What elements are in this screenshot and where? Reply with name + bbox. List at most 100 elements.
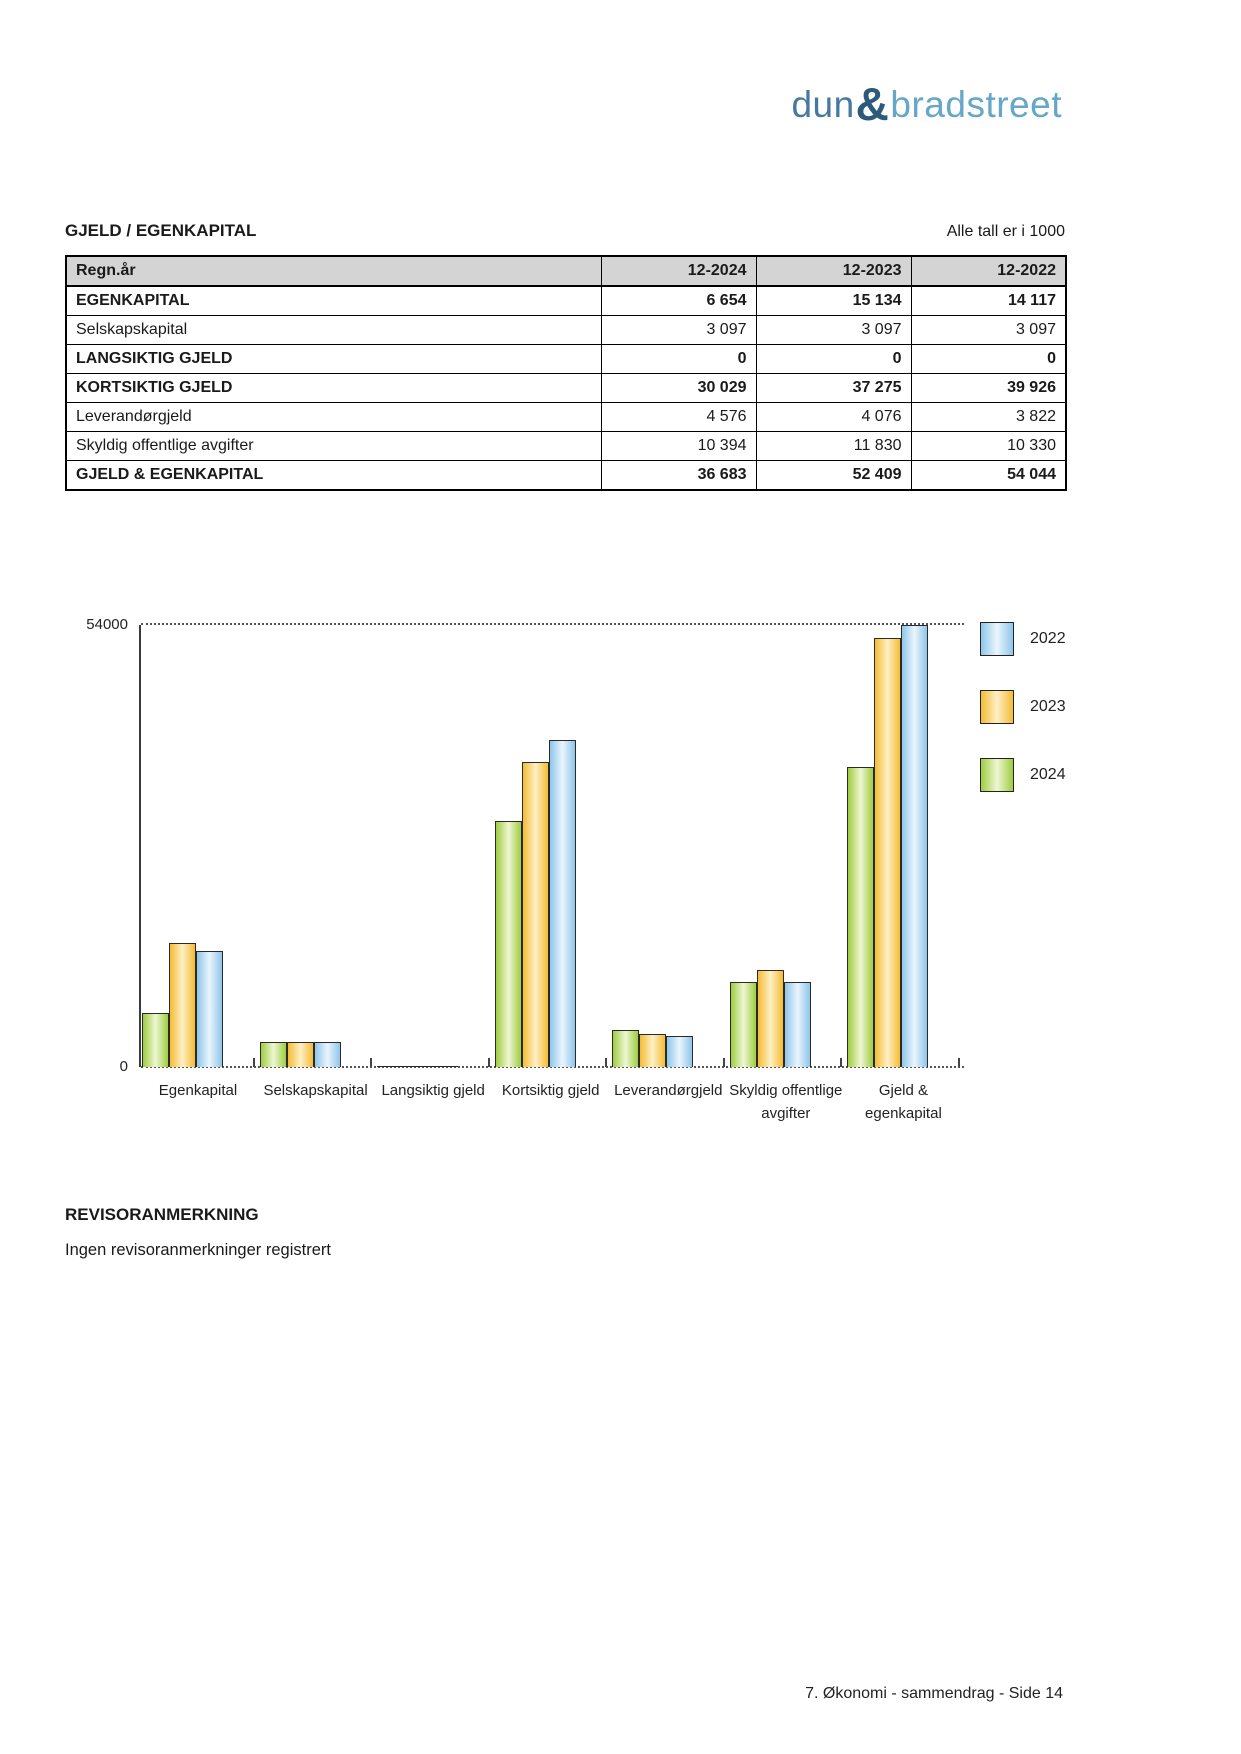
cell-value: 6 654 [600, 285, 757, 316]
bar-2022 [313, 1042, 341, 1067]
x-axis-tick [487, 1058, 490, 1067]
category-label: Langsiktig gjeld [381, 1082, 485, 1099]
balance-bar-chart: 54000 0 Egenkapital Selskapskapital Langsi… [0, 608, 1241, 1168]
cell-value: 4 576 [600, 402, 757, 432]
category-label: Kortsiktig gjeld [501, 1082, 600, 1099]
cell-value: 10 394 [600, 431, 757, 461]
table-row: KORTSIKTIG GJELD 30 029 37 275 39 926 [65, 373, 1067, 403]
balance-table: Regn.år 12-2024 12-2023 12-2022 EGENKAPI… [65, 255, 1067, 491]
col-header-2024: 12-2024 [600, 255, 757, 287]
row-label: Skyldig offentlige avgifter [65, 431, 602, 461]
bar-2023 [286, 1042, 314, 1067]
cell-value: 10 330 [910, 431, 1067, 461]
category-label: Leverandørgjeld [614, 1082, 723, 1099]
x-axis-tick [370, 1058, 373, 1067]
bar-2023 [639, 1034, 667, 1067]
cell-value: 3 097 [600, 315, 757, 345]
bar-2023 [404, 1066, 432, 1067]
cell-value: 36 683 [600, 460, 757, 491]
cell-value: 37 275 [755, 373, 912, 403]
bar-2023 [874, 638, 902, 1067]
cell-value: 15 134 [755, 285, 912, 316]
category-label: Skyldig offentlige avgifter [729, 1082, 843, 1122]
y-axis-max-label: 54000 [86, 616, 128, 633]
legend-label: 2022 [1030, 630, 1066, 647]
bar-2023 [169, 943, 196, 1067]
x-axis-tick [605, 1058, 608, 1067]
x-axis-tick [958, 1058, 960, 1067]
bar-2022 [431, 1066, 459, 1067]
cell-value: 30 029 [600, 373, 757, 403]
col-header-2023: 12-2023 [755, 255, 912, 287]
table-header-row: Regn.år 12-2024 12-2023 12-2022 [65, 255, 1067, 287]
legend-label: 2023 [1030, 698, 1066, 715]
category-label: Egenkapital [158, 1082, 238, 1099]
bar-2024 [847, 767, 875, 1067]
bar-2024 [142, 1013, 169, 1067]
table-body: EGENKAPITAL 6 654 15 134 14 117 Selskapskapi… [65, 285, 1067, 491]
col-header-2022: 12-2022 [910, 255, 1067, 287]
logo-text-bradstreet: bradstreet [890, 84, 1062, 125]
x-axis-baseline [141, 1066, 964, 1068]
bar-2024 [494, 821, 522, 1067]
row-label: EGENKAPITAL [65, 285, 602, 316]
legend-item-2022: 2022 [980, 622, 1066, 656]
cell-value: 14 117 [910, 285, 1067, 316]
cell-value: 54 044 [910, 460, 1067, 491]
revisor-body: Ingen revisoranmerkninger registrert [65, 1241, 331, 1259]
table-row: EGENKAPITAL 6 654 15 134 14 117 [65, 285, 1067, 316]
cell-value: 52 409 [755, 460, 912, 491]
page-footer: 7. Økonomi - sammendrag - Side 14 [805, 1685, 1063, 1702]
bar-2024 [729, 982, 757, 1067]
table-row: Skyldig offentlige avgifter 10 394 11 830 1… [65, 431, 1067, 461]
legend-item-2023: 2023 [980, 690, 1066, 724]
logo-text-dun: dun [791, 84, 855, 125]
cell-value: 0 [755, 344, 912, 374]
bar-2022 [666, 1036, 694, 1067]
cell-value: 3 097 [755, 315, 912, 345]
chart-plot [139, 623, 964, 1068]
cell-value: 3 822 [910, 402, 1067, 432]
bar-2024 [612, 1030, 640, 1067]
row-label: LANGSIKTIG GJELD [65, 344, 602, 374]
category-label: Selskapskapital [263, 1082, 368, 1099]
bar-2024 [377, 1066, 405, 1067]
section-title: GJELD / EGENKAPITAL [65, 221, 257, 240]
x-axis-tick [722, 1058, 725, 1067]
logo-ampersand-icon: & [855, 78, 890, 130]
gridline-54000 [141, 623, 964, 625]
legend-item-2024: 2024 [980, 758, 1066, 792]
cell-value: 0 [910, 344, 1067, 374]
revisor-heading: REVISORANMERKNING [65, 1205, 259, 1224]
table-row: Leverandørgjeld 4 576 4 076 3 822 [65, 402, 1067, 432]
bar-2024 [259, 1042, 287, 1067]
bar-2023 [756, 970, 784, 1067]
table-row: LANGSIKTIG GJELD 0 0 0 [65, 344, 1067, 374]
bar-2022 [783, 982, 811, 1067]
section-header: GJELD / EGENKAPITAL Alle tall er i 1000 [65, 221, 1065, 241]
legend-swatch-2024 [980, 758, 1014, 792]
bar-2022 [901, 625, 929, 1067]
bar-2023 [521, 762, 549, 1067]
row-label: Selskapskapital [65, 315, 602, 345]
bar-2022 [548, 740, 576, 1067]
cell-value: 11 830 [755, 431, 912, 461]
x-axis-tick [840, 1058, 843, 1067]
row-label: KORTSIKTIG GJELD [65, 373, 602, 403]
table-row: Selskapskapital 3 097 3 097 3 097 [65, 315, 1067, 345]
x-axis-tick [252, 1058, 255, 1067]
cell-value: 3 097 [910, 315, 1067, 345]
cell-value: 0 [600, 344, 757, 374]
legend-swatch-2023 [980, 690, 1014, 724]
cell-value: 4 076 [755, 402, 912, 432]
row-label: Leverandørgjeld [65, 402, 602, 432]
category-label: Gjeld & egenkapital [865, 1082, 942, 1122]
row-label: GJELD & EGENKAPITAL [65, 460, 602, 491]
legend-label: 2024 [1030, 766, 1066, 783]
y-axis-zero-label: 0 [119, 1058, 128, 1075]
table-row: GJELD & EGENKAPITAL 36 683 52 409 54 044 [65, 460, 1067, 491]
cell-value: 39 926 [910, 373, 1067, 403]
col-header-regnar: Regn.år [65, 255, 602, 287]
units-note: Alle tall er i 1000 [946, 223, 1065, 240]
